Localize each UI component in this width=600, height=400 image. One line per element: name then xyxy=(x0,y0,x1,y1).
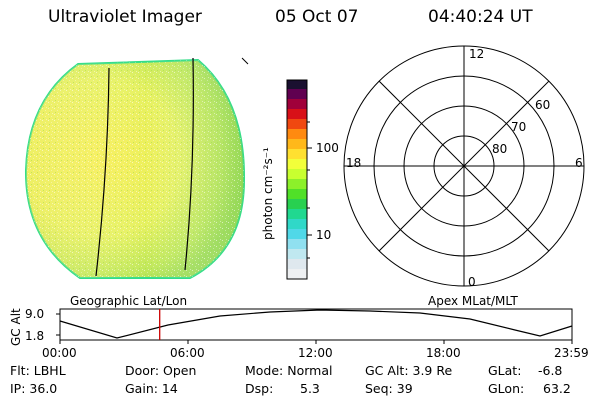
lat-label-80: 80 xyxy=(492,142,508,156)
ip-status: IP: 36.0 xyxy=(10,381,58,396)
y-tick-9: 9.0 xyxy=(25,307,45,321)
colorbar xyxy=(286,79,312,280)
time-label: 04:40:24 UT xyxy=(428,7,533,27)
lat-label-70: 70 xyxy=(511,120,527,134)
date-label: 05 Oct 07 xyxy=(275,7,359,27)
colorbar-tick-100: 100 xyxy=(316,141,339,155)
dsp-label: Dsp: xyxy=(245,381,274,396)
gain-status: Gain: 14 xyxy=(125,381,178,396)
glon-value: 63.2 xyxy=(543,381,571,396)
dsp-value: 5.3 xyxy=(300,381,320,396)
glat-value: -6.8 xyxy=(538,363,563,378)
filter-status: Flt: LBHL xyxy=(10,363,66,378)
x-tick-1200: 12:00 xyxy=(298,346,333,360)
frame-marker xyxy=(241,57,249,65)
mode-status: Mode: Normal xyxy=(245,363,333,378)
apex-label: Apex MLat/MLT xyxy=(428,294,518,308)
x-tick-2359: 23:59 xyxy=(554,346,589,360)
instrument-title: Ultraviolet Imager xyxy=(48,7,202,27)
gc-alt-axis-label: GC Alt xyxy=(9,308,23,346)
seq-status: Seq: 39 xyxy=(365,381,413,396)
y-tick-1-8: 1.8 xyxy=(25,329,45,343)
geographic-label: Geographic Lat/Lon xyxy=(70,294,188,308)
colorbar-tick-10: 10 xyxy=(316,228,332,242)
mlt-label-0: 0 xyxy=(468,275,476,289)
x-tick-0000: 00:00 xyxy=(42,346,77,360)
meridian-line xyxy=(184,57,194,271)
glat-label: GLat: xyxy=(488,363,522,378)
mlt-label-6: 6 xyxy=(575,156,583,170)
door-status: Door: Open xyxy=(125,363,197,378)
colorbar-unit-label: photon cm⁻²s⁻¹ xyxy=(261,147,275,240)
x-tick-0600: 06:00 xyxy=(170,346,205,360)
mlt-label-18: 18 xyxy=(346,156,362,170)
mlt-label-12: 12 xyxy=(469,47,485,61)
meridian-line xyxy=(95,67,110,277)
polar-grid xyxy=(343,45,585,287)
glon-label: GLon: xyxy=(488,381,525,396)
lat-label-60: 60 xyxy=(535,98,551,112)
gc-alt-status: GC Alt: 3.9 Re xyxy=(365,363,453,378)
x-tick-1800: 18:00 xyxy=(426,346,461,360)
uv-image-disk xyxy=(24,57,249,279)
altitude-timeline xyxy=(56,308,573,344)
